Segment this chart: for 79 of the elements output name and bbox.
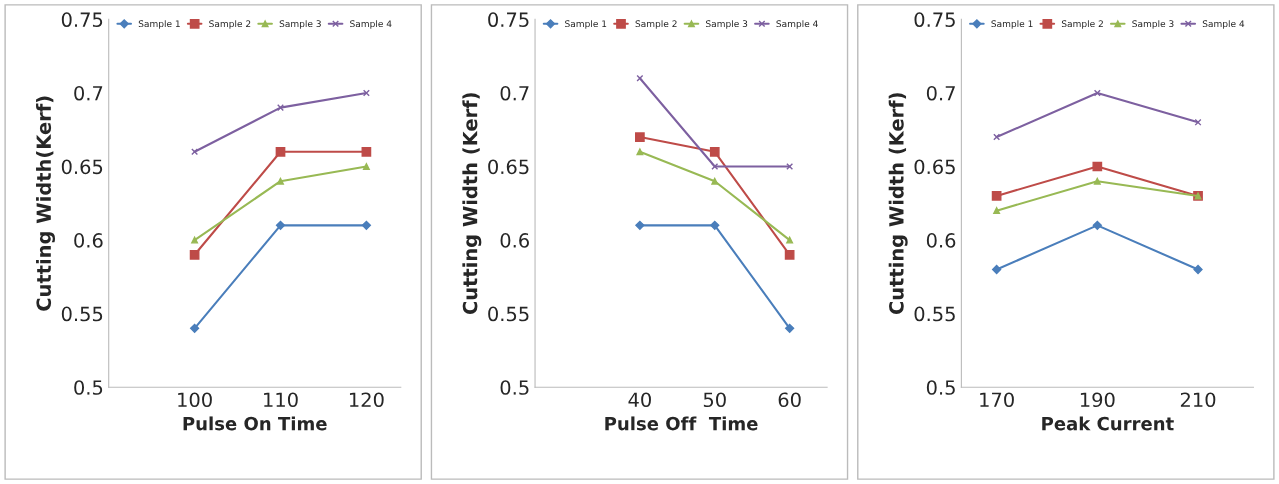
x-tick-label: 60: [778, 392, 801, 408]
point: [993, 133, 1001, 141]
point: [635, 132, 645, 142]
point: [277, 177, 284, 185]
legend-label: Sample 1: [138, 20, 180, 29]
legend-label: Sample 2: [1061, 20, 1103, 29]
legend-label: Sample 1: [991, 20, 1033, 29]
point: [189, 249, 200, 260]
y-tick-label: 0.7: [74, 85, 103, 101]
y-axis-title: Cutting Width(Kerf): [36, 96, 55, 311]
y-tick-label: 0.6: [74, 233, 103, 248]
y-tick-label: 0.55: [914, 306, 955, 322]
point: [361, 146, 372, 157]
point: [785, 323, 795, 333]
x-tick-label: 40: [628, 392, 651, 408]
point: [1193, 264, 1203, 275]
y-tick-label: 0.5: [500, 380, 529, 395]
point: [784, 249, 795, 260]
x-tick-label: 210: [1180, 392, 1216, 408]
x-tick-label: 100: [178, 392, 212, 408]
y-tick-label: 0.75: [61, 12, 103, 28]
y-tick-label: 0.65: [914, 159, 955, 175]
x-tick-label: 110: [264, 392, 298, 408]
point: [361, 220, 372, 230]
point: [1092, 220, 1102, 230]
x-axis-title: Pulse Off Time: [605, 416, 758, 431]
x-axis-title: Pulse On Time: [183, 416, 327, 431]
y-tick-label: 0.5: [926, 380, 955, 395]
legend-label: Sample 2: [635, 20, 677, 29]
point: [362, 89, 370, 97]
point: [275, 146, 286, 157]
point: [636, 74, 644, 82]
point: [786, 236, 794, 244]
point: [992, 264, 1002, 275]
point: [709, 146, 720, 157]
point: [1092, 161, 1103, 172]
legend-label: Sample 1: [565, 20, 607, 29]
point: [362, 163, 370, 170]
point: [991, 191, 1002, 201]
x-axis-title: Peak Current: [1042, 416, 1174, 431]
y-tick-label: 0.7: [500, 85, 529, 101]
point: [189, 323, 200, 333]
legend-label: Sample 4: [350, 20, 392, 29]
y-tick-label: 0.55: [488, 306, 529, 322]
y-tick-label: 0.5: [74, 380, 103, 395]
point: [993, 207, 1001, 215]
point: [1093, 177, 1101, 185]
point: [1194, 118, 1202, 126]
x-tick-label: 190: [1080, 392, 1115, 408]
point: [711, 177, 719, 185]
point: [275, 220, 286, 230]
point: [711, 163, 719, 170]
y-axis-title: Cutting Width (Kerf): [462, 93, 482, 315]
point: [191, 236, 199, 244]
y-tick-label: 0.6: [926, 233, 956, 248]
y-tick-label: 0.55: [61, 306, 103, 322]
y-tick-label: 0.75: [488, 12, 529, 28]
legend-label: Sample 4: [776, 20, 818, 29]
point: [636, 148, 644, 156]
point: [1093, 89, 1101, 97]
point: [635, 220, 645, 230]
y-tick-label: 0.65: [61, 159, 103, 175]
x-tick-label: 120: [349, 392, 384, 408]
legend-label: Sample 4: [1202, 20, 1245, 29]
point: [191, 148, 199, 156]
y-axis-title: Cutting Width (Kerf): [888, 93, 908, 315]
point: [786, 163, 794, 170]
y-tick-label: 0.75: [914, 12, 955, 28]
y-tick-label: 0.65: [488, 159, 529, 175]
x-tick-label: 170: [980, 392, 1014, 408]
x-tick-label: 50: [703, 392, 726, 408]
y-tick-label: 0.6: [500, 233, 529, 248]
point: [277, 104, 284, 112]
y-tick-label: 0.7: [926, 85, 955, 101]
legend-label: Sample 3: [1132, 20, 1174, 29]
legend-label: Sample 3: [279, 20, 321, 29]
legend-label: Sample 2: [209, 20, 251, 29]
legend-label: Sample 3: [706, 20, 748, 29]
point: [710, 220, 720, 230]
